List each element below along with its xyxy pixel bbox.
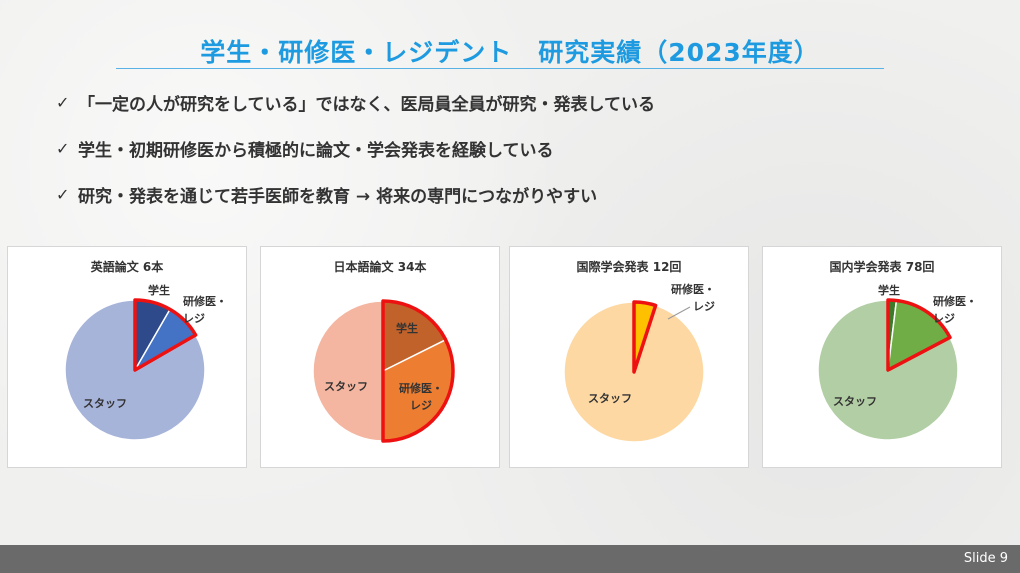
highlight-outline — [632, 300, 658, 374]
chart-card-english-papers: 英語論文 6本 学生 研修医・レジスタッフ — [7, 246, 247, 468]
check-icon: ✓ — [56, 138, 70, 158]
slice-label: 学生 — [878, 283, 900, 297]
highlight-outline — [886, 298, 952, 372]
highlight-outline — [381, 299, 455, 443]
pie-slice — [312, 300, 384, 442]
footer-bar: Slide 9 — [0, 545, 1020, 573]
slice-label: スタッフ — [324, 380, 368, 393]
slice-label: 学生 — [396, 321, 418, 335]
bullet-item: ✓ 「一定の人が研究をしている」ではなく、医局員全員が研究・発表している — [56, 90, 655, 115]
slice-label: 研修医・レジ — [183, 294, 227, 325]
chart-title: 国内学会発表 78回 — [829, 260, 935, 274]
highlight-outline — [133, 298, 198, 372]
bullet-text: 「一定の人が研究をしている」ではなく、医局員全員が研究・発表している — [78, 94, 655, 115]
slice-label: 研修医・レジ — [671, 282, 715, 313]
slide-number: Slide 9 — [963, 551, 1008, 566]
chart-title: 英語論文 6本 — [90, 260, 164, 274]
check-icon: ✓ — [56, 92, 70, 112]
slice-label: スタッフ — [588, 392, 632, 405]
chart-title: 国際学会発表 12回 — [576, 260, 682, 274]
leader-line — [667, 306, 691, 320]
slide-title: 学生・研修医・レジデント 研究実績（2023年度） — [200, 38, 820, 67]
slice-label: 学生 — [148, 283, 170, 297]
chart-card-japanese-papers: 日本語論文 34本 学生研修医・レジ スタッフ — [260, 246, 500, 468]
bullet-item: ✓ 学生・初期研修医から積極的に論文・学会発表を経験している — [56, 136, 655, 161]
check-icon: ✓ — [56, 184, 70, 204]
slice-label: スタッフ — [833, 395, 877, 408]
bullet-item: ✓ 研究・発表を通じて若手医師を教育 → 将来の専門につながりやすい — [56, 182, 655, 207]
slice-label: スタッフ — [83, 397, 127, 410]
title-underline — [116, 68, 884, 69]
bullet-text: 学生・初期研修医から積極的に論文・学会発表を経験している — [78, 140, 554, 161]
chart-card-domestic-conferences: 国内学会発表 78回 学生研修医・レジスタッフ — [762, 246, 1002, 468]
slice-label: 研修医・レジ — [399, 381, 443, 412]
chart-card-international-conferences: 国際学会発表 12回 研修医・レジスタッフ — [509, 246, 749, 468]
bullet-text: 研究・発表を通じて若手医師を教育 → 将来の専門につながりやすい — [78, 186, 598, 207]
bullet-list: ✓ 「一定の人が研究をしている」ではなく、医局員全員が研究・発表している ✓ 学… — [56, 90, 655, 228]
slice-label: 研修医・レジ — [933, 294, 977, 325]
chart-title: 日本語論文 34本 — [333, 260, 427, 274]
